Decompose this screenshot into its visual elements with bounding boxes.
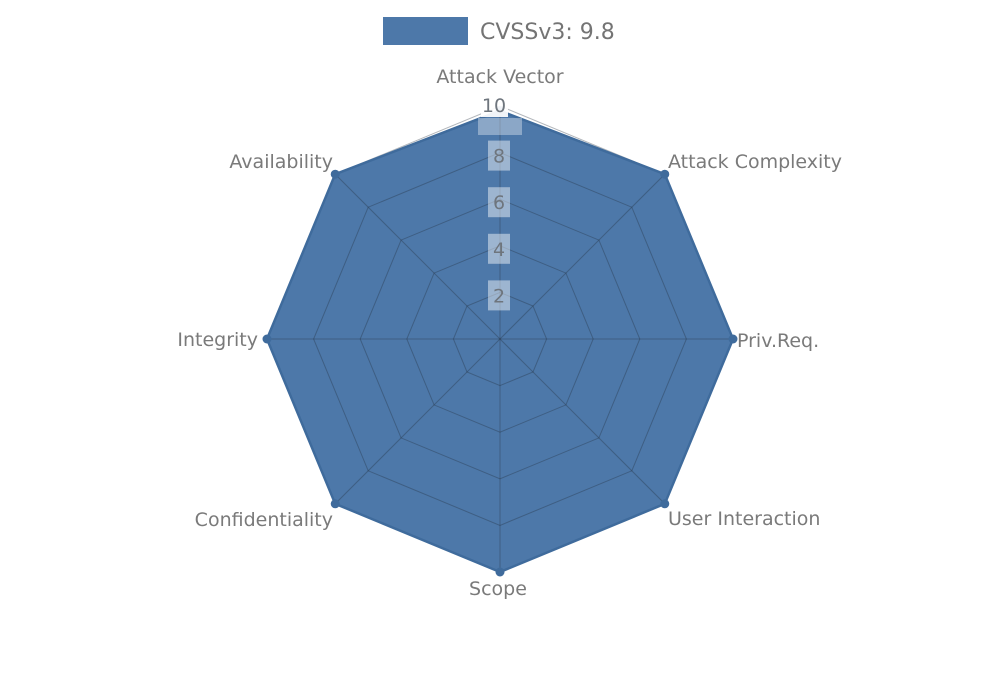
tick-label-4: 4 — [493, 239, 505, 261]
grid-ring-2 — [452, 291, 548, 387]
axis-label-priv-req: Priv.Req. — [737, 330, 819, 352]
axis-label-integrity: Integrity — [177, 329, 258, 351]
data-point-user-interaction — [660, 499, 670, 509]
grid-ring-6 — [359, 198, 641, 480]
data-point-availability — [330, 169, 340, 179]
axis-label-attack-complexity: Attack Complexity — [668, 151, 842, 173]
legend-label: CVSSv3: 9.8 — [480, 20, 615, 45]
data-point-scope — [495, 567, 505, 577]
data-point-priv-req — [728, 334, 738, 344]
radar-fill-layer — [267, 110, 733, 572]
tick-backdrop-4 — [488, 233, 510, 264]
axis-label-availability: Availability — [229, 151, 333, 173]
grid-ring-8 — [313, 152, 687, 526]
legend-swatch — [383, 17, 468, 45]
series-area-cvssv3-9-8 — [267, 110, 733, 572]
grid-ring-4 — [406, 245, 594, 433]
axis-label-attack-vector: Attack Vector — [436, 66, 563, 88]
grid-spoke-attack-complexity — [499, 173, 666, 340]
axis-label-confidentiality: Confidentiality — [195, 509, 333, 531]
grid-spoke-availability — [334, 173, 501, 340]
tick-backdrop-2 — [488, 280, 510, 311]
data-point-confidentiality — [330, 499, 340, 509]
radar-axis-labels-layer: Attack Vector Attack Complexity Priv.Req. U… — [177, 66, 842, 600]
tick-label-8: 8 — [493, 146, 505, 168]
tick-backdrop-6 — [488, 187, 510, 218]
grid-spoke-user-interaction — [499, 338, 666, 505]
radar-tick-layer: 2 4 6 8 10 — [478, 92, 522, 311]
tick-backdrop-10-overlay — [478, 118, 522, 135]
chart-legend: CVSSv3: 9.8 — [383, 17, 615, 45]
data-point-attack-complexity — [660, 169, 670, 179]
grid-spoke-confidentiality — [334, 338, 501, 505]
tick-backdrop-8 — [488, 140, 510, 171]
tick-label-10: 10 — [482, 95, 506, 117]
data-point-integrity — [262, 334, 272, 344]
tick-label-2: 2 — [493, 285, 505, 307]
tick-backdrop-10 — [481, 92, 508, 117]
radar-series-layer — [262, 106, 738, 577]
tick-label-6: 6 — [493, 192, 505, 214]
axis-label-user-interaction: User Interaction — [668, 508, 820, 530]
axis-label-scope: Scope — [469, 578, 527, 600]
